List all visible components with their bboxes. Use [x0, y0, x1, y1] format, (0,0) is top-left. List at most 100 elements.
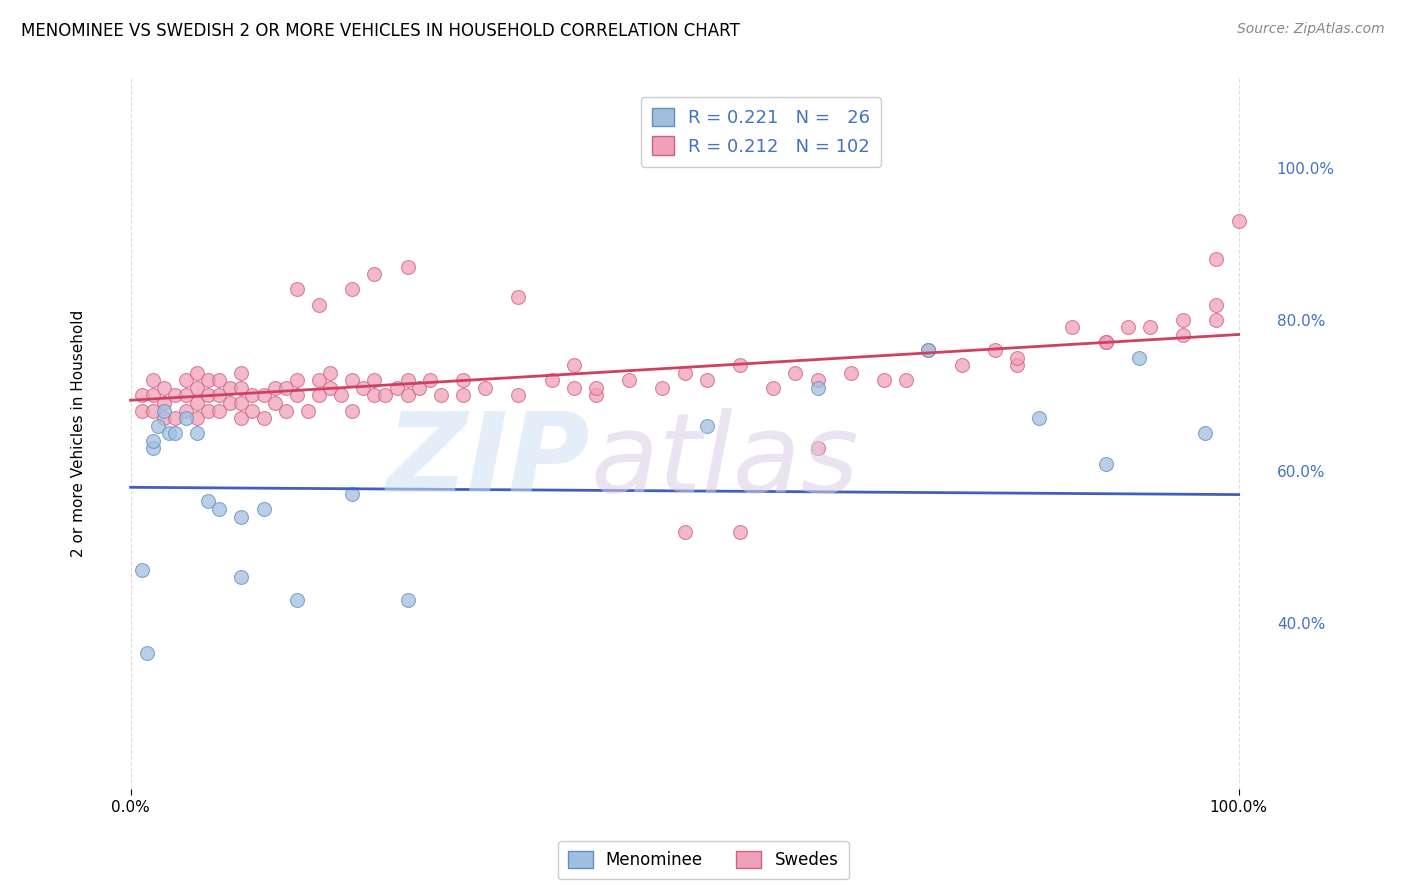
Point: [562, 358, 585, 372]
Point: [619, 373, 641, 387]
Point: [330, 388, 353, 402]
Point: [508, 388, 530, 402]
Point: [285, 388, 308, 402]
Point: [163, 426, 186, 441]
Point: [163, 388, 186, 402]
Point: [807, 442, 830, 456]
Point: [1205, 297, 1227, 311]
Point: [1205, 252, 1227, 267]
Point: [186, 366, 208, 380]
Point: [1227, 214, 1250, 228]
Point: [917, 343, 939, 357]
Point: [136, 646, 159, 660]
Point: [197, 388, 219, 402]
Point: [219, 381, 242, 395]
Point: [274, 403, 297, 417]
Point: [585, 388, 607, 402]
Point: [208, 373, 231, 387]
Point: [131, 403, 153, 417]
Point: [728, 524, 751, 539]
Text: ZIP: ZIP: [387, 409, 591, 516]
Text: Source: ZipAtlas.com: Source: ZipAtlas.com: [1237, 22, 1385, 37]
Point: [319, 366, 342, 380]
Point: [396, 592, 419, 607]
Point: [385, 381, 408, 395]
Point: [1094, 335, 1116, 350]
Point: [208, 502, 231, 516]
Point: [153, 403, 176, 417]
Point: [673, 524, 696, 539]
Point: [352, 381, 374, 395]
Point: [342, 403, 364, 417]
Point: [174, 411, 197, 425]
Point: [153, 411, 176, 425]
Point: [186, 411, 208, 425]
Point: [219, 396, 242, 410]
Point: [540, 373, 562, 387]
Point: [1205, 312, 1227, 326]
Point: [1116, 320, 1139, 334]
Point: [1173, 327, 1195, 342]
Point: [673, 366, 696, 380]
Point: [1094, 457, 1116, 471]
Point: [839, 366, 862, 380]
Point: [451, 373, 474, 387]
Point: [186, 426, 208, 441]
Point: [142, 373, 165, 387]
Point: [508, 290, 530, 304]
Point: [696, 373, 718, 387]
Point: [408, 381, 430, 395]
Point: [252, 388, 274, 402]
Point: [263, 381, 285, 395]
Point: [174, 373, 197, 387]
Point: [419, 373, 441, 387]
Point: [285, 373, 308, 387]
Point: [342, 282, 364, 296]
Point: [917, 343, 939, 357]
Point: [252, 411, 274, 425]
Point: [231, 570, 253, 584]
Point: [153, 381, 176, 395]
Point: [1194, 426, 1216, 441]
Point: [157, 426, 180, 441]
Point: [319, 381, 342, 395]
Point: [163, 411, 186, 425]
Point: [231, 509, 253, 524]
Point: [396, 260, 419, 274]
Point: [374, 388, 396, 402]
Point: [896, 373, 918, 387]
Point: [728, 358, 751, 372]
Point: [342, 487, 364, 501]
Point: [474, 381, 496, 395]
Point: [696, 418, 718, 433]
Point: [1005, 358, 1028, 372]
Point: [762, 381, 785, 395]
Point: [363, 268, 385, 282]
Point: [430, 388, 453, 402]
Point: [131, 388, 153, 402]
Point: [562, 381, 585, 395]
Point: [396, 388, 419, 402]
Point: [308, 388, 330, 402]
Point: [1062, 320, 1084, 334]
Point: [174, 388, 197, 402]
Point: [231, 411, 253, 425]
Point: [252, 502, 274, 516]
Y-axis label: 2 or more Vehicles in Household: 2 or more Vehicles in Household: [72, 310, 86, 557]
Point: [1173, 312, 1195, 326]
Point: [197, 403, 219, 417]
Legend: Menominee, Swedes: Menominee, Swedes: [558, 841, 848, 880]
Point: [285, 592, 308, 607]
Point: [263, 396, 285, 410]
Legend: R = 0.221   N =   26, R = 0.212   N = 102: R = 0.221 N = 26, R = 0.212 N = 102: [641, 97, 882, 167]
Point: [1128, 351, 1150, 365]
Point: [231, 396, 253, 410]
Point: [197, 494, 219, 508]
Point: [231, 381, 253, 395]
Point: [984, 343, 1007, 357]
Point: [148, 418, 170, 433]
Point: [285, 282, 308, 296]
Point: [208, 388, 231, 402]
Point: [186, 381, 208, 395]
Point: [142, 434, 165, 448]
